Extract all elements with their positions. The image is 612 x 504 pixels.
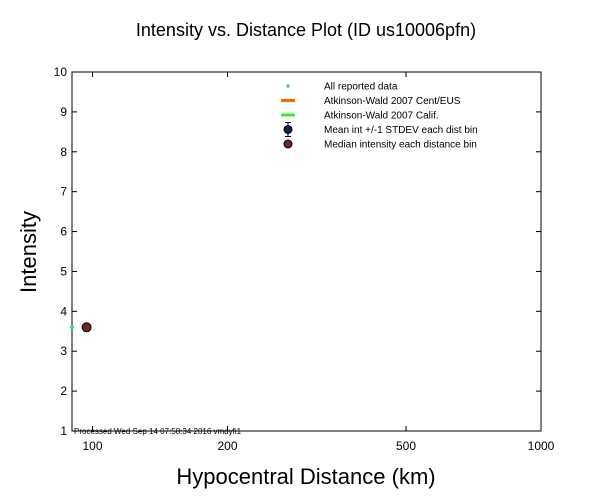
median-intensity-point	[81, 322, 92, 333]
legend-label: Atkinson-Wald 2007 Calif.	[324, 111, 439, 122]
y-tick-label: 2	[60, 384, 67, 398]
x-tick-label: 100	[83, 439, 103, 453]
x-tick-label: 200	[218, 439, 238, 453]
legend: All reported data Atkinson-Wald 2007 Cent…	[281, 82, 478, 151]
y-tick-label: 9	[60, 105, 67, 119]
legend-symbol-median	[283, 139, 293, 149]
data-points	[70, 322, 92, 333]
legend-symbol-reported-data	[286, 84, 290, 88]
y-tick-label: 8	[60, 145, 67, 159]
legend-label: Mean int +/-1 STDEV each dist bin	[324, 125, 478, 136]
y-tick-label: 1	[60, 424, 67, 438]
legend-label: Median intensity each distance bin	[324, 140, 477, 151]
legend-label: Atkinson-Wald 2007 Cent/EUS	[324, 96, 461, 107]
y-tick-label: 6	[60, 225, 67, 239]
x-axis-ticks: 100 200 500 1000	[83, 72, 555, 453]
y-tick-label: 10	[54, 65, 68, 79]
y-axis-label: Intensity	[16, 211, 41, 293]
chart-title: Intensity vs. Distance Plot (ID us10006p…	[136, 20, 476, 40]
x-axis-label: Hypocentral Distance (km)	[176, 464, 435, 489]
reported-data-point	[70, 325, 74, 330]
plot-frame	[71, 71, 542, 432]
legend-label: All reported data	[324, 82, 398, 93]
y-tick-label: 5	[60, 264, 67, 278]
y-tick-label: 4	[60, 304, 67, 318]
y-tick-label: 3	[60, 344, 67, 358]
y-tick-label: 7	[60, 185, 67, 199]
legend-symbol-mean	[283, 125, 293, 134]
y-axis-ticks: 1 2 3 4 5 6 7 8 9 10	[54, 65, 541, 438]
x-tick-label: 1000	[528, 439, 555, 453]
processed-timestamp: Processed Wed Sep 14 07:58:34 2016 vmdyf…	[74, 427, 242, 436]
x-tick-label: 500	[396, 439, 416, 453]
